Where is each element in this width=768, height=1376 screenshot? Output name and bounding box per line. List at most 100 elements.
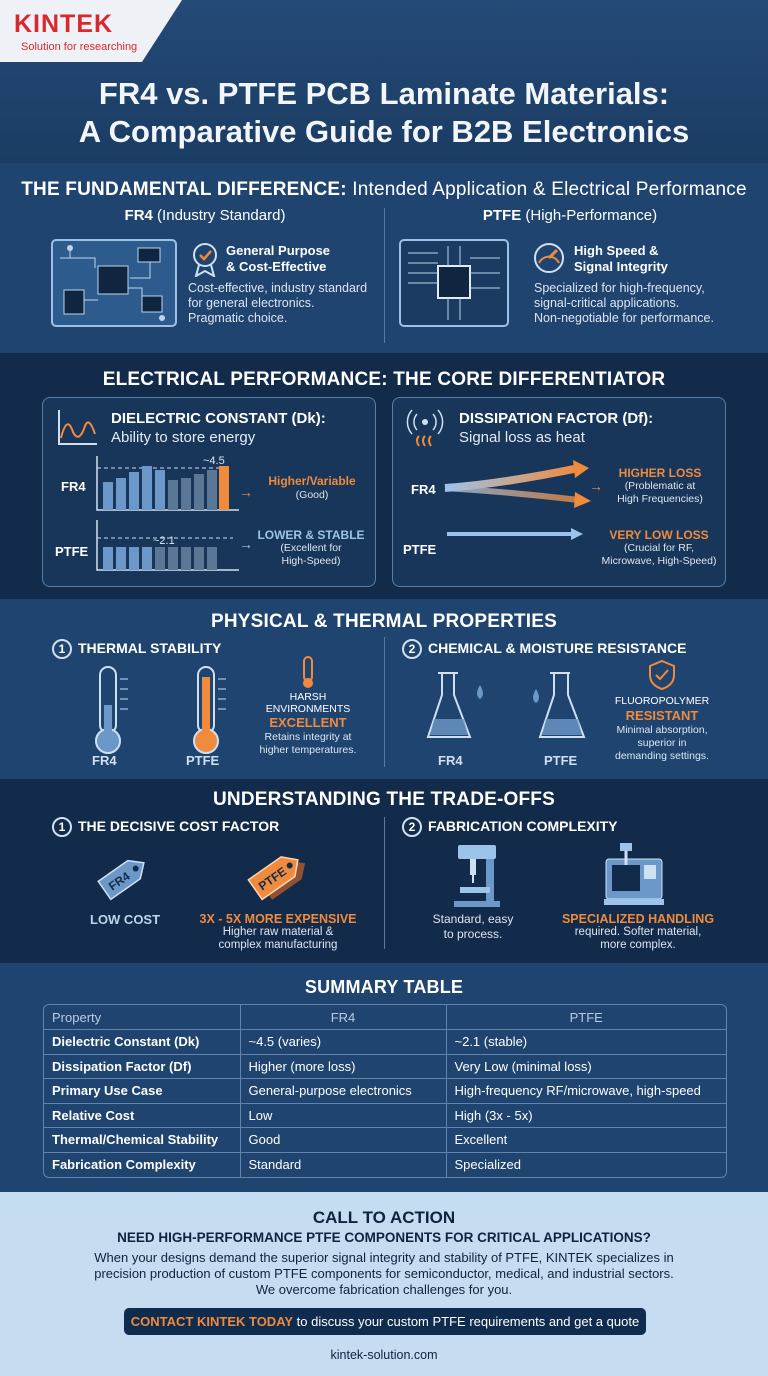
fr4-desc-2: for general electronics. bbox=[188, 296, 315, 310]
table-header-fr4: FR4 bbox=[239, 1005, 447, 1030]
fr4-thermometer-icon bbox=[95, 666, 128, 754]
table-cell: Dissipation Factor (Df) bbox=[44, 1053, 241, 1079]
ptfe-bar-1 bbox=[103, 547, 113, 570]
thermal-note-2: ENVIRONMENTS bbox=[265, 703, 351, 715]
cta-section: CALL TO ACTION NEED HIGH-PERFORMANCE PTF… bbox=[0, 1192, 768, 1376]
table-row: Thermal/Chemical Stability Good Excellent bbox=[44, 1127, 726, 1153]
divider bbox=[384, 637, 385, 767]
website-link[interactable]: kintek-solution.com bbox=[330, 1348, 438, 1362]
ptfe-badge-line1: High Speed & bbox=[574, 243, 659, 258]
brand-name: KINTEK bbox=[14, 10, 114, 38]
fr4-bar-4 bbox=[142, 466, 152, 510]
fr4-bar-5 bbox=[155, 470, 165, 510]
fr4-bar-highlight bbox=[219, 466, 229, 510]
df-title: DISSIPATION FACTOR (Df): bbox=[459, 410, 654, 427]
heat-thermometer-icon bbox=[303, 656, 313, 688]
table-header-property: Property bbox=[44, 1005, 241, 1030]
df-fr4-note-2: (Problematic at bbox=[624, 480, 696, 492]
specialized-note: SPECIALIZED HANDLING required. Softer ma… bbox=[552, 912, 724, 952]
fr4-flask-icon bbox=[426, 672, 483, 738]
dk-ptfe-label: PTFE bbox=[55, 544, 89, 559]
signal-heat-icon bbox=[406, 409, 444, 447]
dk-title: DIELECTRIC CONSTANT (Dk): bbox=[111, 410, 326, 427]
df-fr4-note: HIGHER LOSS (Problematic at High Frequenci… bbox=[605, 466, 715, 506]
table-cell: ~2.1 (stable) bbox=[445, 1029, 726, 1055]
ptfe-badge-line2: Signal Integrity bbox=[574, 259, 668, 274]
divider bbox=[384, 817, 385, 949]
table-cell: Relative Cost bbox=[44, 1102, 241, 1128]
fr4-price-tag-icon: FR4 bbox=[97, 859, 145, 901]
fr4-badge: General Purpose & Cost-Effective bbox=[226, 243, 330, 275]
dk-fr4-label: FR4 bbox=[61, 479, 86, 494]
thermal-title-text: THERMAL STABILITY bbox=[78, 640, 222, 656]
summary-table-wrapper: Property FR4 PTFE Dielectric Constant (D… bbox=[43, 1004, 727, 1178]
table-row: Fabrication Complexity Standard Specialize… bbox=[44, 1151, 726, 1177]
ptfe-desc-2: signal-critical applications. bbox=[534, 296, 680, 310]
high-cost-note: 3X - 5X MORE EXPENSIVE Higher raw materi… bbox=[190, 912, 366, 952]
dk-ptfe-value: ~2.1 bbox=[153, 535, 175, 547]
ptfe-sub: (High-Performance) bbox=[521, 207, 658, 224]
dk-fr4-note-2: (Good) bbox=[295, 489, 329, 501]
fr4-circuit-board-icon bbox=[51, 239, 177, 327]
df-fr4-note-3: High Frequencies) bbox=[617, 493, 703, 505]
dk-ptfe-note-2: (Excellent for bbox=[280, 542, 342, 554]
table-cell: ~4.5 (varies) bbox=[239, 1029, 447, 1055]
table-row: Dielectric Constant (Dk) ~4.5 (varies) ~2.… bbox=[44, 1029, 726, 1055]
df-ptfe-note-1: VERY LOW LOSS bbox=[609, 528, 709, 542]
electrical-section: ELECTRICAL PERFORMANCE: THE CORE DIFFERE… bbox=[0, 353, 768, 599]
table-cell: Primary Use Case bbox=[44, 1078, 241, 1104]
fabrication-title: 2 FABRICATION COMPLEXITY bbox=[402, 817, 618, 837]
ptfe-flask-icon bbox=[533, 672, 586, 738]
table-cell: Excellent bbox=[445, 1127, 726, 1153]
ptfe-thermometer-icon bbox=[193, 666, 226, 754]
shield-check-icon bbox=[649, 659, 675, 691]
contact-button[interactable]: CONTACT KINTEK TODAY to discuss your cus… bbox=[124, 1308, 646, 1335]
dk-fr4-note: Higher/Variable (Good) bbox=[257, 474, 367, 503]
summary-heading: SUMMARY TABLE bbox=[304, 977, 464, 997]
ptfe-bar-8 bbox=[194, 547, 204, 570]
fr4-bar-2 bbox=[116, 478, 126, 510]
cost-title-text: THE DECISIVE COST FACTOR bbox=[78, 818, 280, 834]
fr4-bar-8 bbox=[194, 474, 204, 510]
cta-heading: CALL TO ACTION bbox=[312, 1208, 456, 1227]
physical-heading: PHYSICAL & THERMAL PROPERTIES bbox=[210, 611, 558, 632]
table-cell: Thermal/Chemical Stability bbox=[44, 1127, 241, 1153]
table-cell: Low bbox=[239, 1102, 447, 1128]
table-cell: Standard bbox=[239, 1151, 447, 1177]
tradeoffs-heading: UNDERSTANDING THE TRADE-OFFS bbox=[213, 789, 555, 810]
cta-paragraph-1: When your designs demand the superior si… bbox=[94, 1250, 674, 1265]
fr4-badge-line1: General Purpose bbox=[226, 243, 331, 258]
fr4-name: FR4 bbox=[124, 207, 153, 224]
fr4-desc-3: Pragmatic choice. bbox=[188, 311, 288, 325]
table-cell: High (3x - 5x) bbox=[445, 1102, 726, 1128]
chemical-number: 2 bbox=[402, 639, 422, 659]
standard-note-1: Standard, easy bbox=[432, 912, 514, 926]
ptfe-description: Specialized for high-frequency, signal-cr… bbox=[534, 281, 714, 326]
table-row: Relative Cost Low High (3x - 5x) bbox=[44, 1102, 726, 1128]
table-row: Primary Use Case General-purpose electron… bbox=[44, 1078, 726, 1104]
fundamental-section: THE FUNDAMENTAL DIFFERENCE: Intended App… bbox=[0, 163, 768, 353]
fr4-badge-line2: & Cost-Effective bbox=[226, 259, 327, 274]
specialized-note-1: SPECIALIZED HANDLING bbox=[561, 912, 715, 926]
fr4-heading: FR4 (Industry Standard) bbox=[80, 207, 330, 224]
ptfe-desc-1: Specialized for high-frequency, bbox=[534, 281, 705, 295]
fr4-bar-6 bbox=[168, 480, 178, 510]
thermal-note: HARSH ENVIRONMENTS EXCELLENT Retains int… bbox=[250, 691, 366, 757]
fundamental-heading-bold: THE FUNDAMENTAL DIFFERENCE: bbox=[21, 179, 347, 200]
dk-ptfe-note-3: High-Speed) bbox=[281, 555, 341, 567]
ptfe-desc-3: Non-negotiable for performance. bbox=[534, 311, 714, 325]
cta-subheading: NEED HIGH-PERFORMANCE PTFE COMPONENTS FO… bbox=[117, 1230, 651, 1245]
dk-ptfe-note-1: LOWER & STABLE bbox=[257, 528, 365, 542]
cnc-machine-icon bbox=[604, 843, 664, 905]
thermal-note-4: Retains integrity at bbox=[264, 731, 352, 743]
fr4-bar-9 bbox=[207, 470, 217, 510]
ptfe-bars bbox=[103, 547, 217, 570]
dk-fr4-arrow: → bbox=[239, 484, 253, 500]
ptfe-bar-7 bbox=[181, 547, 191, 570]
df-ptfe-label: PTFE bbox=[403, 542, 437, 557]
brand-tagline: Solution for researching bbox=[21, 41, 138, 53]
standard-note-2: to process. bbox=[443, 927, 503, 941]
tradeoffs-section: UNDERSTANDING THE TRADE-OFFS 1 THE DECISI… bbox=[0, 779, 768, 963]
chemical-title: 2 CHEMICAL & MOISTURE RESISTANCE bbox=[402, 639, 687, 659]
cta-paragraph-2: precision production of custom PTFE comp… bbox=[94, 1266, 674, 1281]
